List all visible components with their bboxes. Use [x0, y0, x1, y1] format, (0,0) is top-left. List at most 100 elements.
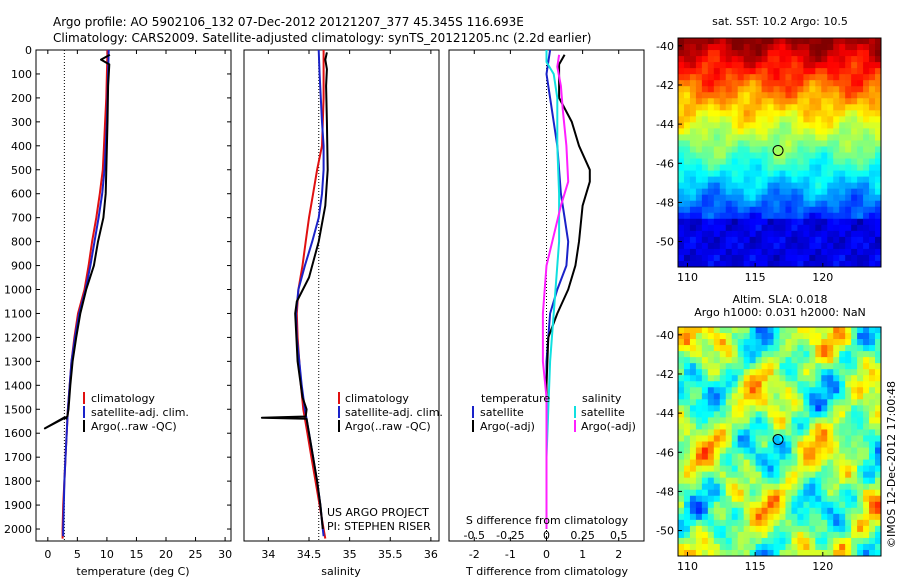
map-cell [749, 357, 757, 364]
map-cell [785, 128, 793, 136]
map-cell [845, 501, 852, 509]
map-cell [761, 182, 769, 190]
map-cell [689, 519, 697, 527]
map-cell [731, 363, 739, 370]
map-cell [725, 92, 733, 99]
map-cell [761, 260, 769, 267]
legend-title-salinity: salinity [582, 392, 622, 405]
map-cell [719, 531, 727, 539]
map-cell [839, 333, 846, 340]
map-cell [869, 80, 876, 87]
map-cell [707, 80, 715, 87]
map-cell [695, 98, 703, 105]
map-cell [737, 200, 745, 208]
map-y-tick-label: -46 [656, 446, 674, 459]
map-cell [767, 525, 775, 533]
map-cell [767, 363, 775, 370]
map-cell [815, 50, 822, 57]
map-cell [773, 146, 781, 154]
map-cell [743, 489, 751, 497]
map-cell [743, 140, 751, 148]
map-cell [797, 116, 804, 123]
map-cell [767, 471, 775, 479]
map-cell [863, 56, 870, 63]
map-cell [725, 206, 733, 214]
map-cell [791, 429, 799, 437]
map-cell [797, 393, 804, 400]
map-cell [761, 98, 769, 105]
map-cell [785, 381, 793, 388]
map-cell [839, 447, 846, 455]
map-cell [707, 110, 715, 117]
map-cell [707, 501, 715, 509]
map-cell [839, 417, 846, 425]
legend-label: Argo(..raw -QC) [345, 420, 431, 433]
map-cell [845, 68, 852, 75]
map-cell [839, 80, 846, 87]
map-cell [707, 327, 715, 334]
map-cell [713, 363, 721, 370]
map-cell [743, 62, 751, 69]
map-cell [809, 212, 816, 220]
map-cell [821, 188, 828, 196]
map-cell [869, 543, 876, 551]
map-cell [713, 513, 721, 521]
map-cell [767, 435, 775, 443]
map-cell [863, 471, 870, 479]
map-cell [713, 140, 721, 148]
map-cell [737, 375, 745, 382]
map-cell [743, 176, 751, 184]
map-cell [791, 158, 799, 166]
map-cell [785, 260, 793, 267]
map-cell [761, 122, 769, 129]
map-cell [755, 98, 763, 105]
map-cell [833, 98, 840, 105]
map-cell [869, 549, 876, 556]
map-cell [869, 146, 876, 154]
map-cell [797, 477, 804, 485]
map-cell [875, 104, 881, 111]
map-cell [779, 242, 787, 250]
map-cell [767, 230, 775, 238]
map-cell [821, 375, 828, 382]
map-cell [773, 62, 781, 69]
map-cell [827, 399, 834, 406]
map-cell [755, 417, 763, 425]
map-cell [713, 369, 721, 376]
map-cell [678, 339, 685, 346]
map-cell [845, 194, 852, 202]
map-cell [827, 224, 834, 232]
map-cell [749, 170, 757, 178]
map-cell [767, 254, 775, 262]
map-cell [749, 549, 757, 556]
map-cell [761, 363, 769, 370]
map-cell [869, 459, 876, 467]
map-cell [761, 447, 769, 455]
map-cell [827, 38, 834, 45]
map-cell [833, 38, 840, 45]
map-cell [869, 441, 876, 449]
map-cell [797, 224, 804, 232]
map-cell [875, 483, 881, 491]
map-cell [737, 206, 745, 214]
map-cell [803, 134, 810, 142]
map-cell [833, 128, 840, 136]
map-cell [683, 152, 691, 160]
map-cell [857, 116, 864, 123]
map-cell [678, 327, 685, 334]
map-cell [678, 38, 685, 45]
temperature-panel-frame [35, 49, 232, 542]
map-cell [833, 74, 840, 81]
map-cell [809, 110, 816, 117]
map-cell [785, 122, 793, 129]
map-cell [863, 230, 870, 238]
map-cell [737, 176, 745, 184]
map-cell [797, 182, 804, 190]
map-cell [797, 465, 804, 473]
map-cell [875, 194, 881, 202]
map-cell [845, 519, 852, 527]
map-cell [797, 146, 804, 154]
map-cell [779, 38, 787, 45]
map-cell [809, 399, 816, 406]
map-cell [725, 50, 733, 57]
